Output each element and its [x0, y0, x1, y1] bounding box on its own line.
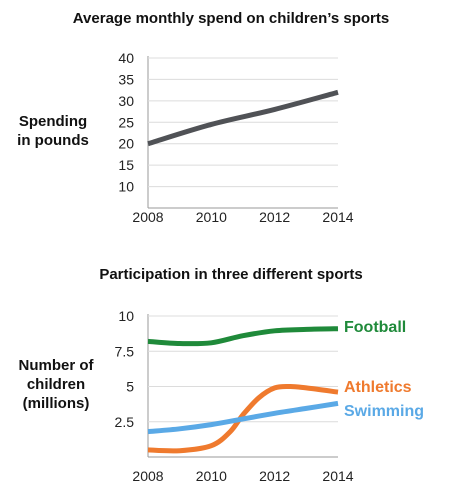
chart-1-title: Average monthly spend on children’s spor…	[72, 10, 390, 27]
chart-2-x-tick-label: 2012	[259, 468, 290, 484]
chart-1-y-tick-label: 25	[118, 114, 134, 130]
chart-1-x-tick-label: 2010	[196, 209, 227, 225]
chart-2-x-tick-label: 2010	[196, 468, 227, 484]
chart-1-y-tick-label: 10	[118, 179, 134, 195]
chart-2-y-axis-label: Number of children (millions)	[4, 356, 108, 413]
chart-2-legend-football: Football	[344, 319, 406, 336]
chart-2-y-tick-label: 7.5	[115, 343, 135, 359]
chart-1-y-tick-label: 15	[118, 157, 134, 173]
chart-2-x-tick-label: 2014	[322, 468, 353, 484]
chart-1-y-tick-label: 35	[118, 71, 134, 87]
chart-1-y-tick-label: 20	[118, 136, 134, 152]
chart-1-y-tick-label: 40	[118, 50, 134, 66]
chart-1-y-axis-label-line: in pounds	[17, 132, 89, 149]
chart-2-line-swimming	[147, 400, 339, 435]
chart-2-y-axis-label-line: Number of	[18, 357, 94, 374]
chart-2-y-axis-label-line: children	[26, 376, 86, 393]
chart-1-line-series-1	[147, 89, 339, 147]
chart-2-y-axis-label-line: (millions)	[22, 395, 90, 412]
chart-1-x-tick-label: 2012	[259, 209, 290, 225]
chart-2-x-tick-label: 2008	[132, 468, 163, 484]
chart-1-y-tick-label: 30	[118, 93, 134, 109]
chart-2-title: Participation in three different sports	[99, 266, 363, 283]
chart-1-y-axis-label: Spending in pounds	[8, 112, 98, 150]
chart-1-y-axis-label-line: Spending	[18, 113, 88, 130]
chart-2-y-tick-label: 2.5	[115, 414, 135, 430]
chart-1-x-tick-label: 2008	[132, 209, 163, 225]
chart-2-line-athletics	[147, 383, 339, 454]
chart-2-legend-swimming: Swimming	[344, 403, 424, 420]
chart-2-y-tick-label: 10	[118, 308, 134, 324]
chart-2-legend-athletics: Athletics	[344, 379, 412, 396]
chart-1-x-tick-label: 2014	[322, 209, 353, 225]
chart-2-y-tick-label: 5	[126, 379, 134, 395]
chart-2-line-football	[147, 326, 339, 347]
